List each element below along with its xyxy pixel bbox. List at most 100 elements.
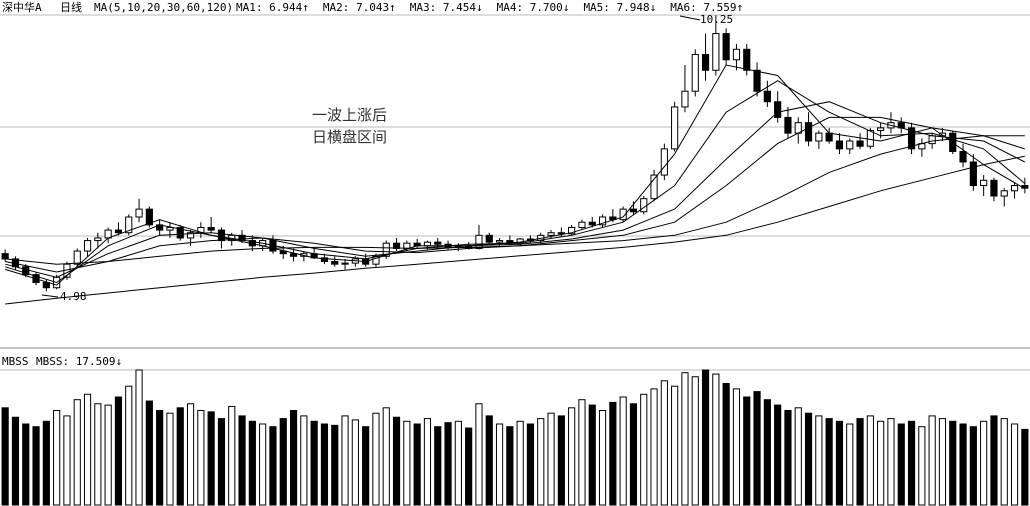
volume-bar xyxy=(722,383,730,506)
candle-body xyxy=(825,132,833,142)
candle-body xyxy=(557,232,565,235)
volume-bar xyxy=(11,416,20,506)
candle-body xyxy=(815,132,823,142)
volume-bar xyxy=(341,415,349,506)
legend-entry: MA4: 7.700↓ xyxy=(497,1,570,14)
volume-bar xyxy=(918,426,926,506)
volume-bar xyxy=(969,426,977,506)
volume-bar xyxy=(32,426,40,506)
candle-body xyxy=(547,232,555,236)
candle-body xyxy=(784,116,792,134)
candle-body xyxy=(629,208,638,213)
ma-line xyxy=(5,64,1026,286)
ma-line xyxy=(5,80,1026,284)
candle-body xyxy=(83,240,92,252)
volume-bar xyxy=(691,376,699,506)
candle-body xyxy=(341,262,349,265)
volume-bar xyxy=(846,423,854,506)
candle-body xyxy=(1,253,9,260)
volume-bar xyxy=(228,405,236,506)
volume-bar xyxy=(928,415,936,506)
volume-bar xyxy=(959,423,967,506)
candle-body xyxy=(238,234,246,242)
volume-bar xyxy=(557,415,565,506)
volume-bar xyxy=(403,420,411,506)
volume-bar xyxy=(701,369,710,506)
candle-body xyxy=(907,127,916,150)
volume-bar xyxy=(547,412,555,506)
volume-bar xyxy=(897,423,905,506)
volume-bar xyxy=(588,404,596,506)
volume-bar xyxy=(22,423,30,506)
candle-body xyxy=(969,161,977,187)
candle-body xyxy=(186,232,195,239)
volume-bar xyxy=(537,418,545,506)
volume-bar xyxy=(114,396,123,506)
volume-bar xyxy=(1000,418,1008,506)
annotation: 一波上涨后 xyxy=(312,106,387,124)
volume-bar xyxy=(949,420,957,506)
volume-bar xyxy=(568,407,576,506)
volume-bar xyxy=(217,418,226,506)
volume-bar xyxy=(331,424,339,506)
candle-body xyxy=(701,54,710,71)
volume-bar xyxy=(53,410,61,506)
annotation: 日横盘区间 xyxy=(312,128,387,146)
volume-bar xyxy=(825,418,833,506)
volume-bar xyxy=(238,415,246,506)
candle-body xyxy=(42,281,50,289)
volume-bar xyxy=(362,426,370,506)
ma-line xyxy=(5,155,1025,305)
volume-bar xyxy=(794,407,802,506)
candle-body xyxy=(568,226,576,235)
volume-bar xyxy=(279,418,287,506)
candle-body xyxy=(485,234,493,243)
volume-bar xyxy=(887,418,895,506)
volume-bar xyxy=(351,419,359,506)
volume-bar xyxy=(310,420,318,506)
candle-body xyxy=(176,226,184,239)
volume-bar xyxy=(495,423,504,506)
legend-entry: MA5: 7.948↓ xyxy=(583,1,656,14)
volume-title: MBSS xyxy=(2,355,29,368)
leader-line xyxy=(41,294,59,298)
volume-bar xyxy=(856,418,864,506)
candle-body xyxy=(980,179,988,187)
volume-bar xyxy=(619,396,627,506)
candle-body xyxy=(403,242,411,249)
candle-body xyxy=(114,229,123,234)
candle-body xyxy=(331,261,339,265)
candle-body xyxy=(588,221,596,226)
candle-body xyxy=(320,257,329,263)
volume-bar xyxy=(1010,423,1019,506)
volume-bar xyxy=(907,420,916,506)
legend-entry: MA3: 7.454↓ xyxy=(410,1,483,14)
candle-body xyxy=(743,48,751,71)
candle-body xyxy=(691,54,699,92)
candle-body xyxy=(959,150,967,163)
candle-body xyxy=(135,208,143,218)
high-label: 10.25 xyxy=(700,13,733,26)
volume-bar xyxy=(774,404,782,506)
volume-bar xyxy=(73,399,81,506)
candle-body xyxy=(928,135,936,145)
candle-body xyxy=(877,127,885,132)
candle-body xyxy=(866,130,874,147)
volume-bar xyxy=(598,410,607,506)
volume-bar xyxy=(784,410,792,506)
volume-bar xyxy=(990,415,998,506)
volume-bar xyxy=(104,404,112,506)
volume-bar xyxy=(712,373,720,506)
volume-bar xyxy=(578,399,586,506)
volume-bar xyxy=(444,422,452,506)
volume-bar xyxy=(485,415,493,506)
candle-body xyxy=(1010,185,1019,192)
volume-bar xyxy=(475,403,483,506)
volume-bar xyxy=(207,411,215,506)
legend-entry: MA1: 6.944↑ xyxy=(236,1,309,14)
candle-body xyxy=(145,208,153,226)
volume-bar xyxy=(609,401,617,506)
volume-bar xyxy=(145,400,153,506)
